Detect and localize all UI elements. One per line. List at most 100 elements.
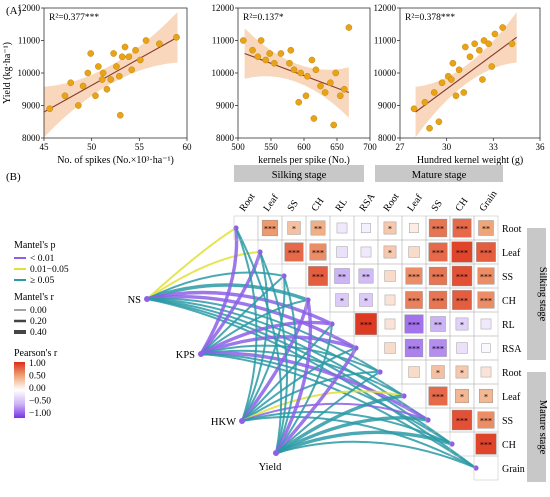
correlation-square: [477, 267, 495, 285]
pearson-tick-label: 0.50: [29, 372, 46, 382]
y-tick-label: 10000: [212, 68, 235, 78]
mantel-edge: [241, 251, 269, 422]
significance-mark: **: [314, 225, 322, 234]
data-point: [110, 50, 117, 57]
column-label: Grain: [477, 189, 499, 214]
data-point: [116, 72, 123, 80]
data-point: [67, 79, 74, 87]
y-tick-label: 12000: [212, 3, 235, 13]
mantel-edge: [199, 250, 262, 356]
significance-mark: **: [434, 321, 442, 330]
correlation-square: [428, 266, 448, 286]
correlation-square: [430, 316, 446, 332]
significance-mark: **: [482, 225, 490, 234]
data-point: [479, 76, 486, 83]
data-point: [287, 46, 295, 54]
significance-mark: *: [460, 369, 464, 378]
significance-mark: ***: [456, 417, 468, 426]
correlation-square: [261, 219, 279, 237]
node-label-kps: KPS: [176, 350, 195, 361]
y-tick-label: 9000: [378, 101, 397, 111]
mature-stage-header-bg: [375, 165, 503, 182]
data-point: [488, 63, 496, 70]
data-point: [336, 92, 344, 100]
data-point: [480, 37, 488, 44]
significance-mark: ***: [456, 249, 468, 258]
data-point: [327, 79, 334, 87]
data-point: [508, 40, 516, 48]
node-dot: [273, 450, 279, 456]
data-point: [471, 40, 478, 48]
y-tick-label: 8000: [216, 133, 235, 143]
mantel-network: NS KPS HKW Yield: [128, 225, 479, 473]
correlation-square: [451, 241, 473, 263]
significance-mark: ***: [408, 321, 420, 330]
significance-mark: ***: [480, 297, 492, 306]
data-point: [61, 92, 69, 100]
pearson-title: Pearson's r: [14, 348, 58, 359]
data-point: [262, 56, 270, 64]
correlation-square: [455, 389, 470, 404]
row-label: RL: [502, 320, 515, 331]
pearson-tick-label: −0.50: [29, 397, 51, 407]
data-point: [98, 76, 106, 83]
mantel-p-label: ≥ 0.05: [30, 276, 54, 286]
correlation-square: [355, 313, 377, 335]
target-dot: [473, 465, 479, 471]
fit-line: [244, 52, 350, 94]
target-dot: [281, 273, 287, 279]
significance-mark: ***: [432, 249, 444, 258]
y-tick-label: 9000: [22, 101, 41, 111]
correlation-square: [451, 409, 473, 431]
node-dot: [239, 418, 245, 424]
significance-mark: **: [362, 273, 370, 282]
correlation-square: [408, 366, 420, 378]
column-label: Leaf: [405, 192, 425, 214]
row-label: Leaf: [502, 248, 521, 259]
side-silking-bg: [527, 228, 546, 360]
x-tick-label: 36: [536, 142, 546, 152]
data-point: [448, 76, 455, 83]
row-label: Root: [502, 368, 522, 379]
data-point: [345, 24, 353, 31]
target-dot: [353, 345, 359, 351]
pearson-colorbar: [14, 362, 25, 418]
correlation-square: [480, 366, 492, 378]
correlation-square: [479, 389, 494, 404]
correlation-square: [477, 291, 495, 309]
data-point: [312, 66, 320, 74]
data-point: [321, 89, 329, 96]
mature-stage-header: Mature stage: [412, 170, 467, 181]
correlation-square: [404, 338, 424, 358]
mantel-edge: [235, 227, 258, 422]
r-squared-annotation: R²=0.377***: [49, 13, 99, 23]
data-point: [462, 43, 469, 51]
correlation-square: [429, 339, 447, 357]
data-point: [103, 85, 111, 93]
data-point: [452, 92, 460, 100]
y-tick-label: 9000: [216, 101, 235, 111]
y-tick-label: 10000: [18, 68, 41, 78]
row-label: CH: [502, 296, 516, 307]
scatter-panels: 45 50 55 60 8000 9000 10000 11000 12000 R²=0.377*…: [2, 3, 545, 166]
correlation-square: [431, 365, 445, 379]
data-point: [455, 66, 463, 74]
data-point: [303, 72, 311, 80]
significance-mark: ***: [408, 297, 420, 306]
mantel-r-title: Mantel's r: [14, 292, 55, 303]
significance-mark: ***: [408, 273, 420, 282]
target-dot: [233, 225, 239, 231]
significance-mark: *: [484, 393, 488, 402]
significance-mark: *: [460, 393, 464, 402]
mantel-edge: [235, 227, 283, 454]
data-point: [239, 37, 247, 44]
silking-stage-header: Silking stage: [272, 170, 327, 181]
data-point: [297, 69, 305, 77]
correlation-square: [384, 342, 396, 354]
column-label: SS: [429, 198, 444, 213]
data-point: [136, 56, 144, 64]
data-point: [499, 24, 506, 31]
correlation-square: [335, 293, 349, 307]
data-point: [466, 53, 474, 61]
